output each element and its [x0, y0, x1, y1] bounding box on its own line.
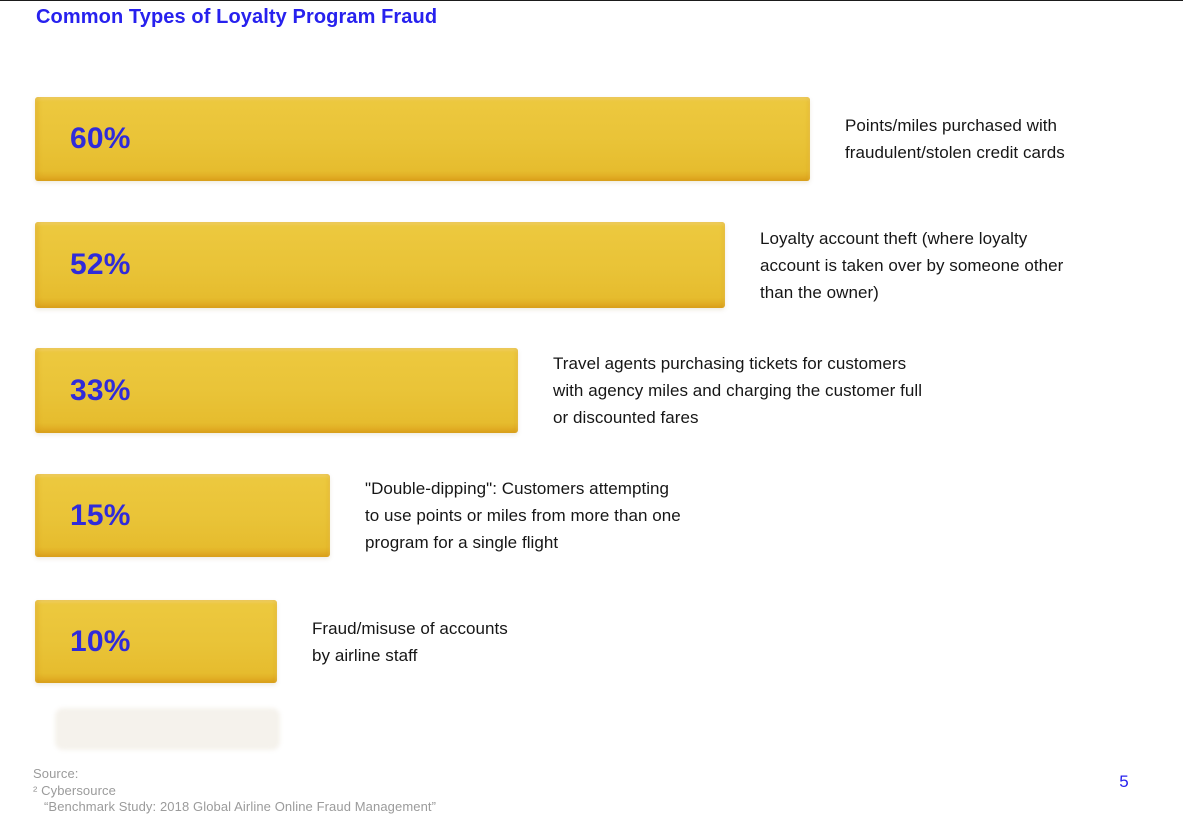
source-citation: “Benchmark Study: 2018 Global Airline On… [44, 799, 437, 814]
chart-row-account-theft: 52% Loyalty account theft (where loyalty… [35, 222, 1183, 308]
bar-60: 60% [35, 97, 810, 181]
bar-33: 33% [35, 348, 518, 433]
chart-row-double-dipping: 15% "Double-dipping": Customers attempti… [35, 474, 1183, 557]
source-note: Source: ² Cybersource “Benchmark Study: … [33, 766, 436, 816]
bar-52: 52% [35, 222, 725, 308]
bar-description: Travel agents purchasing tickets for cus… [553, 354, 923, 427]
value-label: 10% [70, 624, 131, 658]
source-label: Source: [33, 766, 79, 781]
faded-ghost-bar [55, 708, 280, 750]
bar-10: 10% [35, 600, 277, 683]
value-label: 33% [70, 373, 131, 407]
bar-description: "Double-dipping": Customers attempting t… [365, 479, 681, 552]
value-label: 60% [70, 122, 131, 155]
bar-description: Loyalty account theft (where loyalty acc… [760, 228, 1064, 302]
chart-row-points-miles: 60% Points/miles purchased with fraudule… [35, 97, 1183, 181]
value-label: 52% [70, 248, 131, 281]
page-number: 5 [1119, 772, 1129, 791]
chart-row-travel-agents: 33% Travel agents purchasing tickets for… [35, 348, 1183, 433]
bar-description: Points/miles purchased with fraudulent/s… [845, 116, 1065, 162]
page-title: Common Types of Loyalty Program Fraud [36, 6, 438, 28]
bar-description: Fraud/misuse of accounts by airline staf… [312, 618, 508, 665]
page-top-border [0, 0, 1183, 1]
value-label: 15% [70, 498, 131, 532]
bar-15: 15% [35, 474, 330, 557]
chart-row-airline-staff: 10% Fraud/misuse of accounts by airline … [35, 600, 1183, 683]
source-name: ² Cybersource [33, 782, 116, 798]
